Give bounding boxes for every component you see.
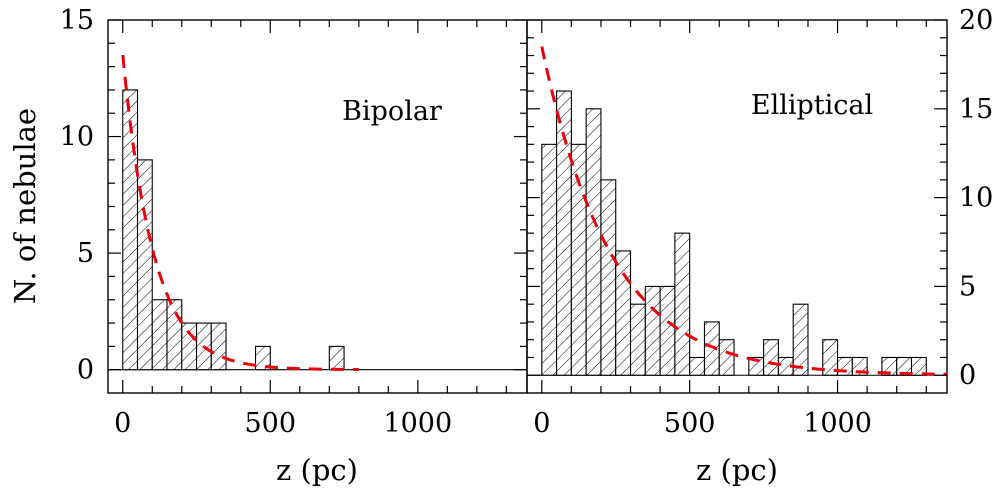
histogram-bar: [718, 339, 735, 376]
histogram-bar: [659, 285, 676, 376]
histogram-bar: [541, 143, 558, 376]
histogram-bar: [600, 179, 617, 376]
histogram-bar: [585, 108, 602, 376]
bipolar-panel: 0 500 1000 0 5 10 15 Bipolar z (pc) N. of nebu…: [8, 5, 528, 487]
y-tick-label: 5: [77, 238, 94, 269]
y-tick-label: 10: [60, 122, 94, 153]
x-tick-label: 1000: [803, 408, 872, 439]
histogram-bar: [689, 356, 706, 376]
y-axis-label: N. of nebulae: [8, 108, 42, 304]
y-tick-label: 15: [959, 94, 993, 125]
bipolar-annotation: Bipolar: [342, 96, 442, 127]
left-x-axis-label: z (pc): [276, 453, 358, 487]
exponential-fit-curve: [540, 46, 947, 376]
histogram-bar: [837, 356, 853, 376]
elliptical-annotation: Elliptical: [751, 90, 873, 121]
histogram-bar: [674, 232, 691, 376]
histogram-bar: [615, 250, 632, 376]
histogram-bar: [629, 303, 646, 376]
exponential-fit-curve: [121, 54, 359, 371]
histogram-bar: [910, 356, 927, 376]
right-x-axis-label: z (pc): [696, 453, 778, 487]
histogram-bar: [210, 322, 227, 371]
histogram-bar: [181, 322, 198, 371]
y-tick-label: 0: [959, 360, 976, 391]
y-tick-label: 10: [959, 183, 993, 214]
x-tick-label: 0: [114, 408, 131, 439]
histogram-bar: [328, 345, 345, 371]
x-tick-label: 0: [533, 408, 550, 439]
x-tick-label: 500: [664, 408, 716, 439]
y-tick-label: 20: [959, 5, 993, 36]
histogram-bar: [151, 299, 168, 371]
histogram-bar: [792, 303, 809, 376]
elliptical-panel: 0 500 1000 0 5 10 15 20 Elliptical z (pc): [526, 5, 993, 487]
histogram-bar: [644, 285, 661, 376]
x-tick-label: 1000: [383, 408, 452, 439]
histogram-bar: [166, 299, 183, 371]
histogram-bar: [136, 159, 153, 371]
y-tick-label: 5: [959, 271, 976, 302]
y-tick-label: 15: [60, 5, 94, 36]
histogram-bar: [763, 339, 779, 376]
x-tick-label: 500: [245, 408, 297, 439]
right-plot-frame: [526, 19, 948, 394]
histogram-bar: [254, 345, 271, 371]
y-tick-label: 0: [77, 355, 94, 386]
